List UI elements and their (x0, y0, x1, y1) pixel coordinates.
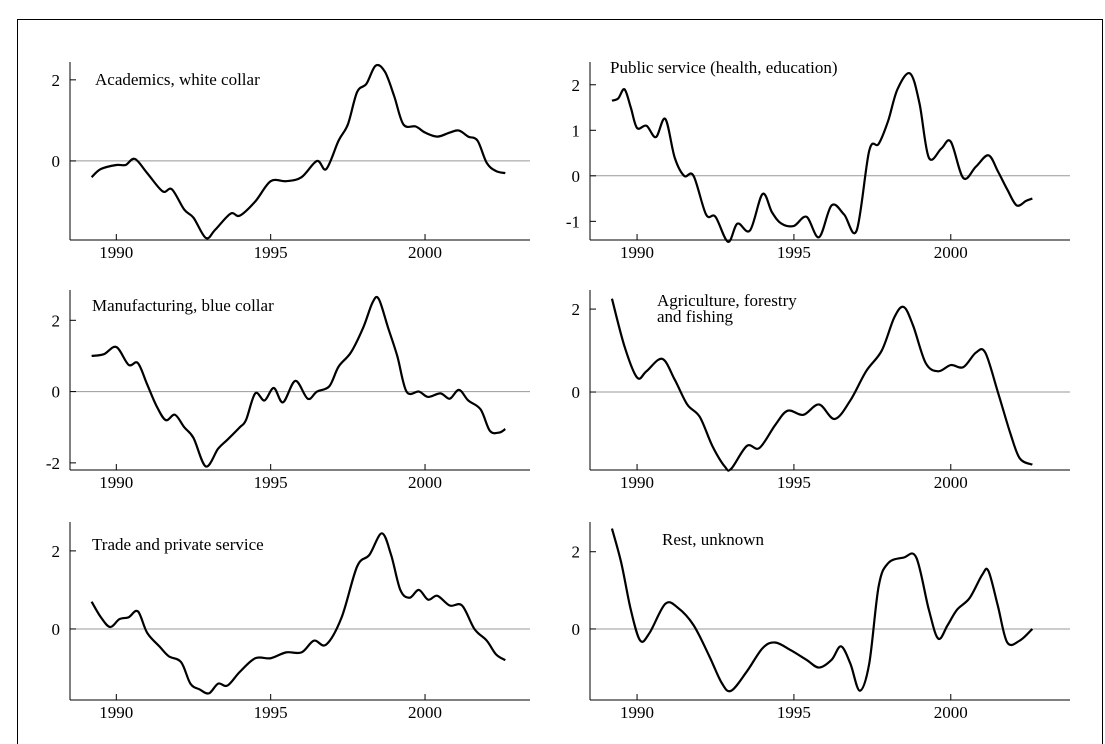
panel-title: Trade and private service (92, 535, 264, 554)
y-tick-label: 0 (572, 383, 581, 402)
frame (17, 19, 1103, 744)
x-tick-label: 2000 (408, 703, 442, 722)
x-tick-label: 2000 (408, 473, 442, 492)
y-tick-label: 2 (52, 542, 61, 561)
x-tick-label: 1995 (777, 703, 811, 722)
y-tick-label: 2 (52, 311, 61, 330)
y-tick-label: -1 (566, 212, 580, 231)
y-tick-label: 2 (572, 300, 581, 319)
x-tick-label: 1995 (254, 243, 288, 262)
x-tick-label: 1995 (254, 473, 288, 492)
panel-title: Rest, unknown (662, 530, 765, 549)
y-tick-label: 0 (52, 620, 61, 639)
y-tick-label: 0 (52, 383, 61, 402)
panel-title: Manufacturing, blue collar (92, 296, 274, 315)
x-tick-label: 1995 (777, 473, 811, 492)
x-tick-label: 2000 (934, 703, 968, 722)
x-tick-label: 1990 (99, 473, 133, 492)
line (90, 532, 506, 695)
x-tick-label: 1990 (620, 473, 654, 492)
panel-title: Agriculture, forestry (657, 291, 797, 310)
panel-title: Academics, white collar (95, 70, 260, 89)
line (610, 528, 1034, 693)
y-tick-label: 1 (572, 121, 581, 140)
line (90, 63, 506, 240)
y-tick-label: 0 (52, 152, 61, 171)
x-tick-label: 2000 (934, 473, 968, 492)
x-tick-label: 1990 (620, 243, 654, 262)
x-tick-label: 1995 (254, 703, 288, 722)
x-tick-label: 2000 (934, 243, 968, 262)
panel-title: and fishing (657, 307, 734, 326)
panel-title: Public service (health, education) (610, 58, 838, 77)
x-tick-label: 1990 (620, 703, 654, 722)
line (610, 298, 1033, 472)
y-tick-label: 2 (572, 76, 581, 95)
y-tick-label: 0 (572, 620, 581, 639)
x-tick-label: 2000 (408, 243, 442, 262)
y-tick-label: 0 (572, 167, 581, 186)
y-tick-label: 2 (572, 543, 581, 562)
line (91, 295, 506, 468)
x-tick-label: 1995 (777, 243, 811, 262)
line (611, 72, 1033, 243)
y-tick-label: -2 (46, 454, 60, 473)
x-tick-label: 1990 (99, 703, 133, 722)
y-tick-label: 2 (52, 71, 61, 90)
x-tick-label: 1990 (99, 243, 133, 262)
